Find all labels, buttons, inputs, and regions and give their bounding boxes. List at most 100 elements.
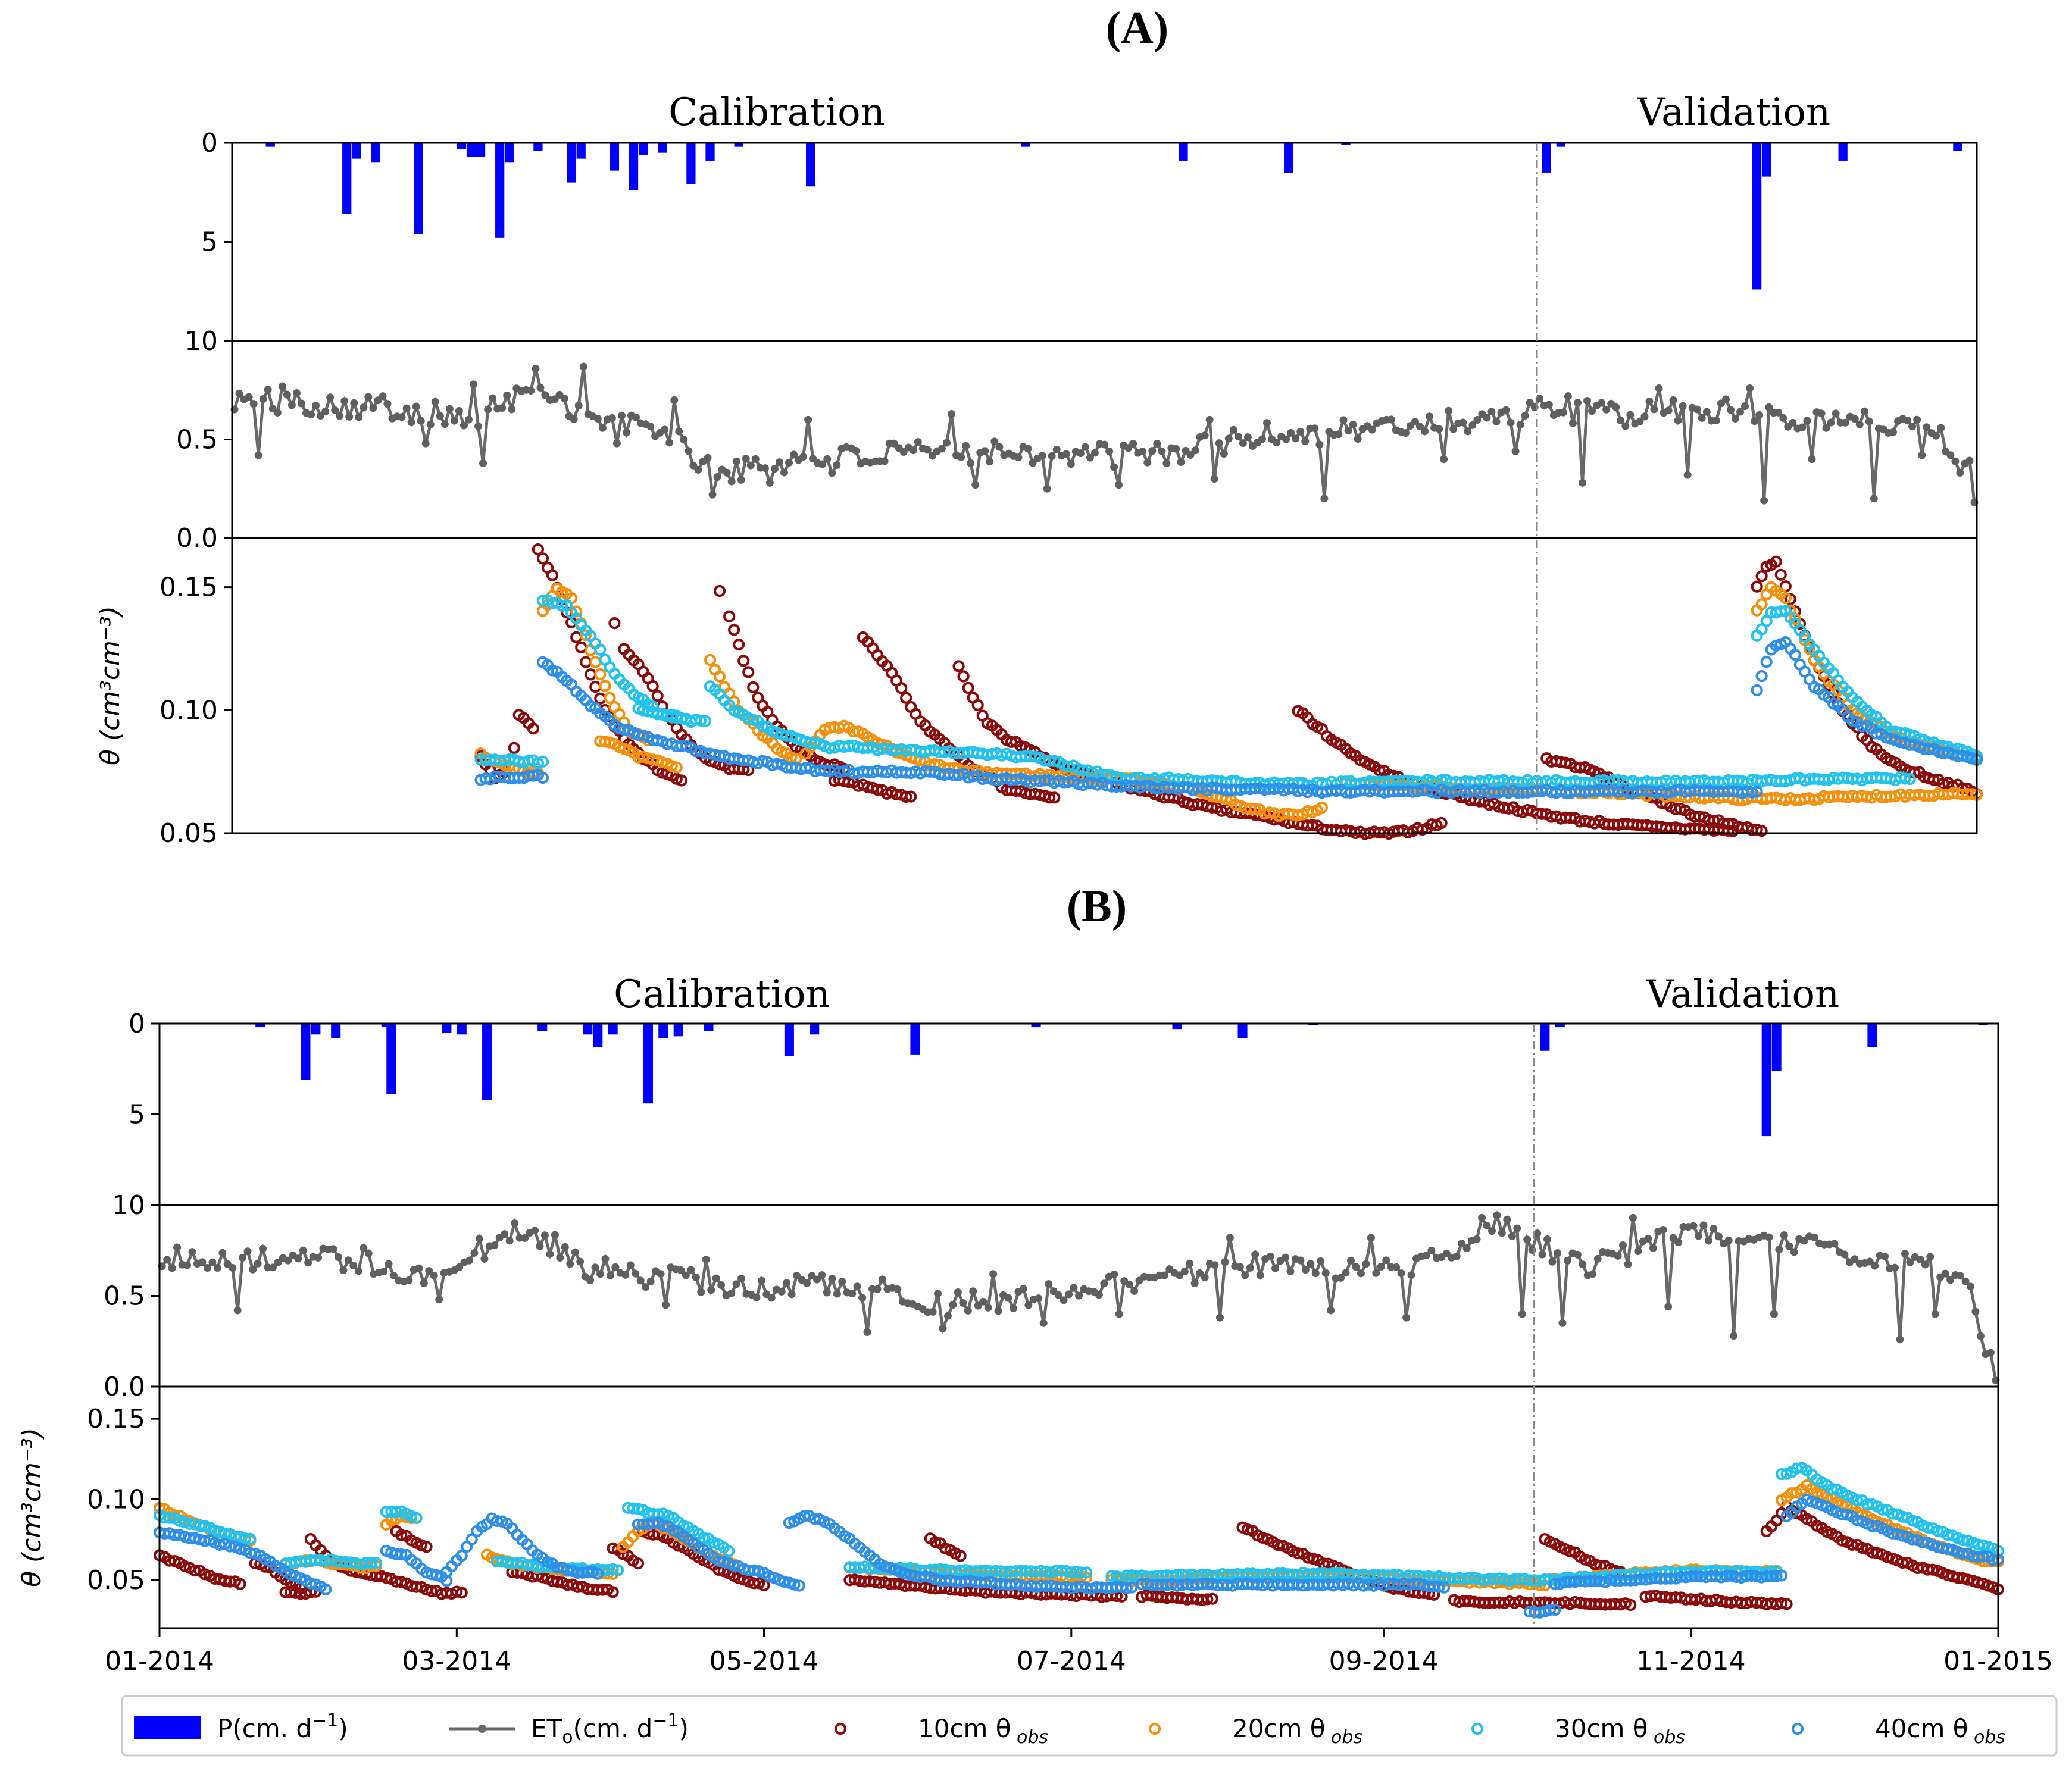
eto-point <box>1344 427 1352 435</box>
eto-point <box>1644 1234 1652 1243</box>
eto-point <box>1538 1250 1546 1259</box>
precip-bar <box>1031 1024 1041 1028</box>
eto-point <box>1307 1260 1315 1268</box>
eto-point <box>793 1271 801 1279</box>
eto-point <box>727 1289 736 1297</box>
eto-point <box>235 389 243 398</box>
eto-point <box>929 1307 937 1316</box>
eto-point <box>732 1280 740 1288</box>
eto-point <box>1957 1272 1965 1280</box>
validation-label: Validation <box>1646 972 1840 1016</box>
eto-point <box>405 1276 413 1284</box>
eto-point <box>1916 1255 1924 1263</box>
eto-point <box>928 452 936 460</box>
theta-point <box>546 569 559 581</box>
eto-point <box>1160 1271 1168 1279</box>
eto-point <box>339 1266 348 1275</box>
subplot-frame <box>158 1385 1999 1629</box>
eto-point <box>989 1270 998 1278</box>
theta-point <box>1904 773 1916 786</box>
theta-point <box>646 680 659 693</box>
theta-point <box>971 699 984 711</box>
theta-point <box>465 1533 478 1545</box>
eto-point <box>1258 435 1266 443</box>
eto-point <box>1736 408 1745 416</box>
theta-point <box>723 610 736 622</box>
eto-point <box>1588 407 1596 415</box>
eto-point <box>1065 1290 1073 1299</box>
eto-point <box>1449 425 1458 433</box>
theta-tick-label: 0.05 <box>160 818 218 849</box>
calibration-label: Calibration <box>668 90 885 134</box>
theta-point <box>1886 1507 1899 1520</box>
precip-bar <box>1308 1024 1318 1026</box>
eto-point <box>712 1274 720 1282</box>
eto-point <box>420 1279 428 1288</box>
precip-bar <box>673 1024 683 1037</box>
eto-point <box>297 399 305 408</box>
theta-point <box>808 1512 821 1525</box>
theta-point <box>1805 1495 1818 1508</box>
panel-title: (A) <box>1106 3 1169 53</box>
precip-tick-label: 10 <box>185 326 218 356</box>
eto-point <box>780 468 788 477</box>
theta-point <box>1564 1545 1576 1557</box>
theta-point <box>1120 1582 1133 1594</box>
eto-point <box>1674 416 1682 424</box>
eto-point <box>1965 456 1974 465</box>
eto-point <box>1511 447 1520 455</box>
precip-bar <box>466 143 476 157</box>
eto-point <box>268 1263 277 1272</box>
eto-point <box>1645 397 1654 405</box>
theta-point <box>604 692 616 704</box>
eto-point <box>1822 424 1830 432</box>
eto-point <box>1851 415 1859 423</box>
eto-point <box>1402 1313 1411 1322</box>
eto-point <box>1426 412 1434 421</box>
eto-point <box>1462 1244 1471 1253</box>
theta-point <box>1780 1598 1793 1610</box>
precip-bar <box>495 143 505 238</box>
eto-point <box>937 445 946 453</box>
eto-point <box>1698 414 1706 422</box>
eto-point <box>1401 429 1410 437</box>
theta-tick-label: 0.15 <box>87 1404 145 1434</box>
eto-point <box>1239 439 1247 448</box>
precip-subplot: 0 5 10 <box>112 1009 1988 1221</box>
eto-point <box>1765 403 1773 411</box>
eto-point <box>1827 418 1835 427</box>
theta-point <box>699 715 712 727</box>
eto-point <box>1789 418 1797 427</box>
eto-point <box>622 428 630 437</box>
eto-point <box>1387 415 1395 424</box>
eto-point <box>1840 1250 1849 1259</box>
eto-point <box>1714 1232 1723 1241</box>
eto-point <box>1923 423 1931 431</box>
precip-bar <box>1761 1024 1771 1137</box>
eto-point <box>1205 415 1214 424</box>
eto-point <box>1115 481 1123 489</box>
eto-point <box>1971 1307 1980 1316</box>
eto-point <box>732 457 740 465</box>
eto-point <box>1191 446 1199 455</box>
eto-point <box>682 1271 690 1279</box>
eto-point <box>249 400 258 408</box>
theta-point <box>320 1583 332 1595</box>
eto-point <box>345 412 354 421</box>
theta-point <box>788 1578 801 1591</box>
eto-point <box>1790 1248 1798 1256</box>
theta-point <box>163 1512 176 1524</box>
theta-point <box>798 1510 811 1522</box>
eto-point <box>1263 419 1271 427</box>
eto-point <box>986 458 994 466</box>
eto-point <box>1507 418 1515 427</box>
eto-point <box>1407 1271 1415 1279</box>
eto-point <box>939 1324 947 1332</box>
eto-point <box>1311 1269 1320 1278</box>
theta-point <box>527 722 539 735</box>
eto-point <box>203 1264 211 1272</box>
eto-point <box>314 1253 323 1262</box>
eto-point <box>1508 1232 1516 1240</box>
eto-point <box>1177 458 1185 466</box>
eto-point <box>694 465 702 474</box>
